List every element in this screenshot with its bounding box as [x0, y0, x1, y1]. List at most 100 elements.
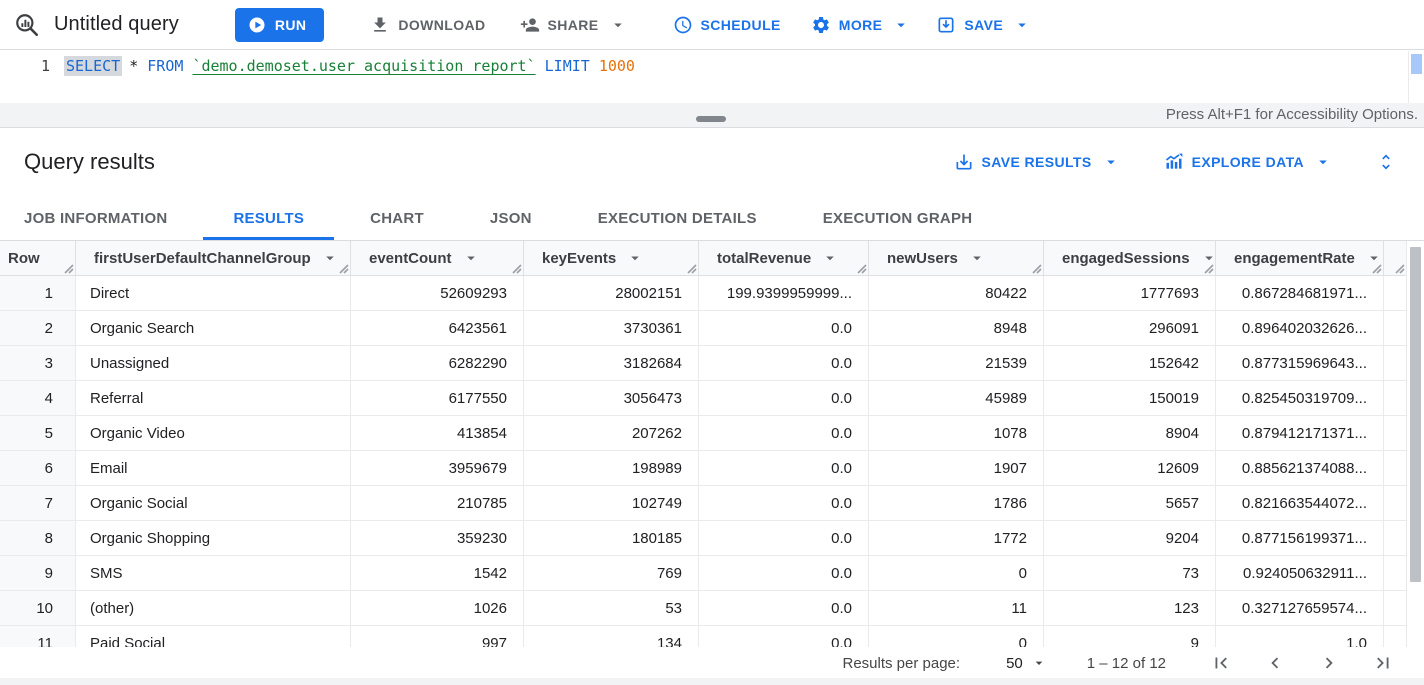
column-header-new-users[interactable]: newUsers: [868, 241, 1043, 275]
sql-number-literal: 1000: [598, 57, 635, 75]
first-page-button[interactable]: [1210, 652, 1232, 674]
next-page-button[interactable]: [1318, 652, 1340, 674]
total-revenue-cell: 0.0: [698, 556, 868, 590]
sort-caret-icon[interactable]: [462, 249, 480, 267]
table-row[interactable]: 10 (other) 1026 53 0.0 11 123 0.32712765…: [0, 591, 1424, 626]
event-count-cell: 52609293: [350, 276, 523, 310]
column-header-event-count[interactable]: eventCount: [350, 241, 523, 275]
row-number-cell: 9: [0, 556, 75, 590]
sort-caret-icon[interactable]: [968, 249, 986, 267]
sql-table-reference-link[interactable]: `demo.demoset.user_acquisition_report`: [192, 57, 536, 75]
row-number-cell: 7: [0, 486, 75, 520]
more-button-label: MORE: [838, 16, 883, 33]
table-row[interactable]: 2 Organic Search 6423561 3730361 0.0 894…: [0, 311, 1424, 346]
prev-page-icon: [1264, 652, 1286, 674]
more-button[interactable]: MORE: [811, 15, 911, 35]
new-users-cell: 1078: [868, 416, 1043, 450]
editor-resize-handle[interactable]: [696, 116, 726, 122]
column-resize-icon[interactable]: [1202, 262, 1214, 274]
table-row[interactable]: 3 Unassigned 6282290 3182684 0.0 21539 1…: [0, 346, 1424, 381]
column-header-total-revenue[interactable]: totalRevenue: [698, 241, 868, 275]
run-button[interactable]: RUN: [234, 7, 325, 42]
table-row[interactable]: 1 Direct 52609293 28002151 199.939995999…: [0, 276, 1424, 311]
engaged-sessions-cell: 1777693: [1043, 276, 1215, 310]
share-button[interactable]: SHARE: [520, 15, 627, 35]
tab-json[interactable]: JSON: [489, 209, 532, 227]
schedule-button-label: SCHEDULE: [700, 16, 781, 33]
editor-bottom-bar: Press Alt+F1 for Accessibility Options.: [0, 103, 1424, 128]
event-count-cell: 359230: [350, 521, 523, 555]
key-events-cell: 3730361: [523, 311, 698, 345]
last-page-button[interactable]: [1372, 652, 1394, 674]
spacer-cell: [1383, 591, 1406, 625]
table-row[interactable]: 6 Email 3959679 198989 0.0 1907 12609 0.…: [0, 451, 1424, 486]
query-results-header: Query results SAVE RESULTS: [0, 128, 1424, 196]
table-scrollbar-thumb[interactable]: [1410, 247, 1421, 582]
key-events-cell: 102749: [523, 486, 698, 520]
column-resize-icon[interactable]: [1393, 262, 1405, 274]
new-users-cell: 1772: [868, 521, 1043, 555]
engaged-sessions-cell: 9: [1043, 626, 1215, 660]
engagement-rate-cell: 0.879412171371...: [1215, 416, 1383, 450]
new-users-cell: 1786: [868, 486, 1043, 520]
column-header-channel-group[interactable]: firstUserDefaultChannelGroup: [75, 241, 350, 275]
sort-caret-icon[interactable]: [321, 249, 339, 267]
save-results-button[interactable]: SAVE RESULTS: [954, 152, 1120, 172]
column-header-engagement-rate[interactable]: engagementRate: [1215, 241, 1383, 275]
tab-chart[interactable]: CHART: [370, 209, 424, 227]
explore-data-icon: [1164, 152, 1184, 172]
row-number-cell: 3: [0, 346, 75, 380]
sort-caret-icon[interactable]: [821, 249, 839, 267]
table-row[interactable]: 8 Organic Shopping 359230 180185 0.0 177…: [0, 521, 1424, 556]
column-resize-icon[interactable]: [855, 262, 867, 274]
tab-execution-graph[interactable]: EXECUTION GRAPH: [822, 209, 973, 227]
save-results-label: SAVE RESULTS: [981, 154, 1092, 170]
page-size-value: 50: [1006, 654, 1023, 672]
channel-group-cell: Direct: [75, 276, 350, 310]
column-resize-icon[interactable]: [510, 262, 522, 274]
play-icon: [247, 15, 267, 35]
expand-results-button[interactable]: [1376, 152, 1396, 172]
column-resize-icon[interactable]: [1370, 262, 1382, 274]
event-count-cell: 413854: [350, 416, 523, 450]
download-button[interactable]: DOWNLOAD: [370, 15, 485, 35]
explore-data-button[interactable]: EXPLORE DATA: [1164, 152, 1332, 172]
tab-job-information[interactable]: JOB INFORMATION: [24, 209, 168, 227]
total-revenue-cell: 0.0: [698, 521, 868, 555]
run-button-label: RUN: [274, 16, 307, 33]
sort-caret-icon[interactable]: [1200, 249, 1218, 267]
tab-results[interactable]: RESULTS: [203, 196, 334, 240]
sort-caret-icon[interactable]: [626, 249, 644, 267]
new-users-cell: 45989: [868, 381, 1043, 415]
editor-scrollbar-thumb[interactable]: [1411, 54, 1422, 74]
column-resize-icon[interactable]: [1030, 262, 1042, 274]
column-resize-icon[interactable]: [62, 262, 74, 274]
sql-keyword-from: FROM: [147, 57, 184, 75]
column-header-engaged-sessions[interactable]: engagedSessions: [1043, 241, 1215, 275]
column-header-row[interactable]: Row: [0, 241, 75, 275]
table-scrollbar[interactable]: [1406, 241, 1424, 647]
sort-caret-icon[interactable]: [1365, 249, 1383, 267]
sql-keyword-limit: LIMIT: [544, 57, 590, 75]
engagement-rate-cell: 0.821663544072...: [1215, 486, 1383, 520]
table-row[interactable]: 4 Referral 6177550 3056473 0.0 45989 150…: [0, 381, 1424, 416]
key-events-cell: 3056473: [523, 381, 698, 415]
prev-page-button[interactable]: [1264, 652, 1286, 674]
page-size-select[interactable]: 50: [1006, 655, 1047, 672]
table-row[interactable]: 9 SMS 1542 769 0.0 0 73 0.924050632911..…: [0, 556, 1424, 591]
column-resize-icon[interactable]: [685, 262, 697, 274]
save-button[interactable]: SAVE: [936, 15, 1031, 35]
editor-scrollbar[interactable]: [1408, 51, 1424, 103]
column-header-key-events[interactable]: keyEvents: [523, 241, 698, 275]
spacer-cell: [1383, 556, 1406, 590]
column-resize-icon[interactable]: [337, 262, 349, 274]
table-row[interactable]: 7 Organic Social 210785 102749 0.0 1786 …: [0, 486, 1424, 521]
accessibility-hint: Press Alt+F1 for Accessibility Options.: [1165, 106, 1418, 123]
table-row[interactable]: 5 Organic Video 413854 207262 0.0 1078 8…: [0, 416, 1424, 451]
spacer-cell: [1383, 416, 1406, 450]
sql-code-line[interactable]: SELECT * FROM `demo.demoset.user_acquisi…: [64, 56, 635, 76]
schedule-button[interactable]: SCHEDULE: [673, 15, 781, 35]
horizontal-scrollbar[interactable]: [0, 678, 1424, 685]
sql-editor[interactable]: 1 SELECT * FROM `demo.demoset.user_acqui…: [0, 51, 1424, 103]
tab-execution-details[interactable]: EXECUTION DETAILS: [597, 209, 757, 227]
